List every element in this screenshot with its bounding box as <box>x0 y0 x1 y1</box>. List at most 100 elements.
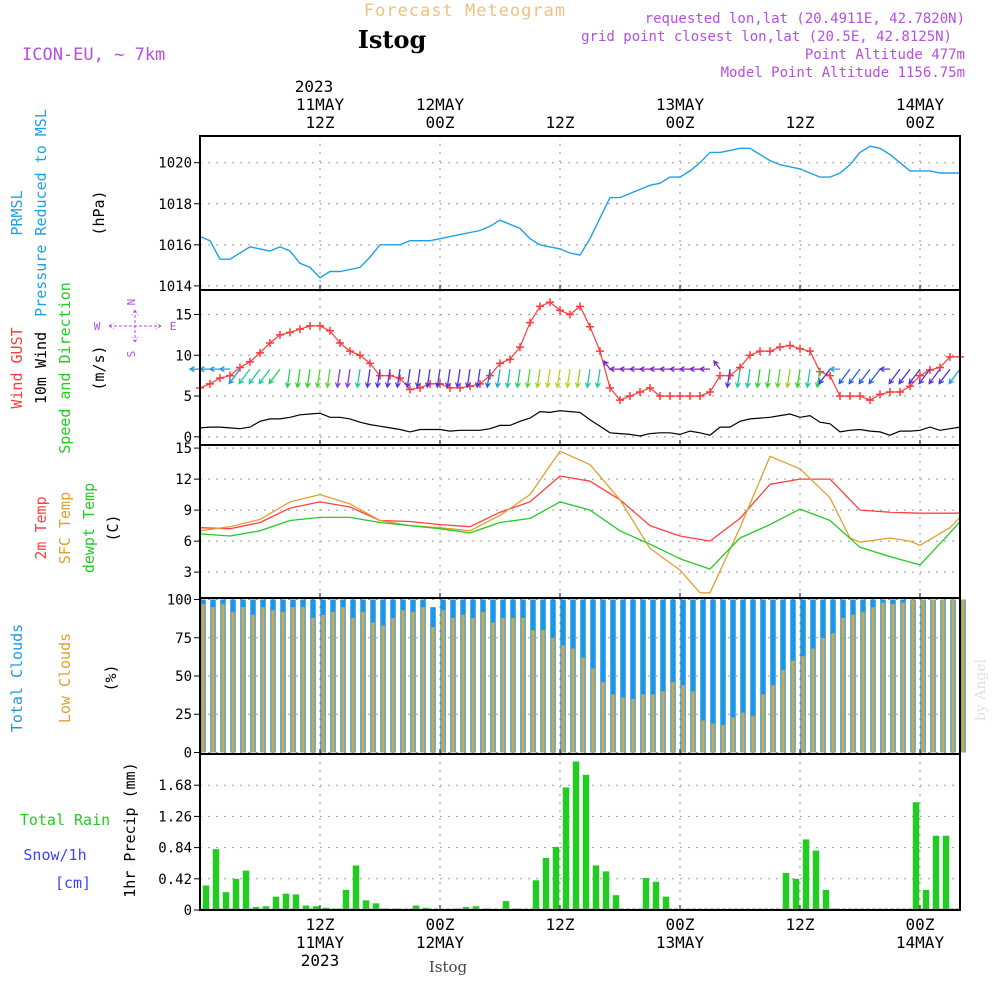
ylabel-pressure: Pressure Reduced to MSL <box>32 109 50 317</box>
top-date-label: 13MAY <box>656 95 705 114</box>
wind-direction-arrow <box>804 369 811 389</box>
rain-bar <box>652 881 660 910</box>
ytick-label: 15 <box>175 441 192 457</box>
ytick-label: 10 <box>175 348 192 364</box>
wind-direction-arrow <box>324 369 331 389</box>
gust-marker <box>586 322 594 331</box>
wind-direction-arrow <box>258 368 271 385</box>
low-cloud-bar <box>331 611 335 753</box>
gust-marker <box>756 347 764 356</box>
total-cloud-bar <box>620 599 626 753</box>
rain-bar <box>502 901 510 910</box>
rain-bar <box>262 906 270 910</box>
wind-direction-arrow <box>638 366 650 373</box>
low-cloud-bar <box>741 712 745 753</box>
low-cloud-bar <box>571 648 575 753</box>
wind-direction-arrow <box>354 369 361 389</box>
low-cloud-bar <box>611 694 615 753</box>
watermark: by Angel <box>973 658 989 721</box>
chart-layer: 1014101610181020051015369121502550751000… <box>8 77 966 970</box>
legend-snow-unit: [cm] <box>55 874 91 892</box>
wind-direction-arrow <box>858 368 871 385</box>
rain-bar <box>312 906 320 910</box>
rain-bar <box>242 870 250 910</box>
low-cloud-bar <box>471 617 475 753</box>
compass-rose-icon <box>108 309 162 343</box>
wind-direction-arrow <box>658 366 670 373</box>
rain-bar <box>292 894 300 910</box>
wind-direction-arrow <box>474 369 481 389</box>
top-hour-label: 00Z <box>666 113 695 132</box>
wind-direction-arrow <box>584 369 591 389</box>
gust-marker <box>326 326 334 335</box>
compass-s: S <box>125 351 138 358</box>
legend-snow: Snow/1h <box>23 846 86 864</box>
ytick-label: 0 <box>184 745 192 761</box>
wind-direction-arrow <box>918 368 931 385</box>
rain-bar <box>302 905 310 910</box>
low-cloud-bar <box>541 630 545 753</box>
total-cloud-bar <box>740 599 746 753</box>
ylabel-speed-direction: Speed and Direction <box>56 282 74 454</box>
ytick-label: 0.42 <box>158 872 192 888</box>
wind-direction-arrow <box>688 366 700 373</box>
wind-direction-arrow <box>374 369 381 389</box>
gust-marker <box>946 352 954 361</box>
low-cloud-bar <box>551 637 555 753</box>
rain-bar <box>942 835 950 910</box>
wind-direction-arrow <box>818 368 831 385</box>
low-cloud-bar <box>921 599 925 753</box>
low-cloud-bar <box>851 614 855 753</box>
low-cloud-bar <box>751 715 755 753</box>
low-cloud-bar <box>521 617 525 753</box>
low-cloud-bar <box>931 599 935 753</box>
bottom-hour-label: 12Z <box>306 915 335 934</box>
rain-bar <box>642 878 650 910</box>
wind-direction-arrow <box>304 369 311 389</box>
wind-direction-arrow <box>608 366 620 373</box>
ytick-label: 50 <box>175 669 192 685</box>
gust-marker <box>206 379 214 388</box>
ytick-label: 1016 <box>158 238 192 254</box>
wind-direction-arrow <box>424 369 431 389</box>
wind-direction-arrow <box>268 368 281 385</box>
legend-total-rain: Total Rain <box>20 811 110 829</box>
ylabel-10m-wind: 10m Wind <box>32 332 50 404</box>
gust-marker <box>876 390 884 399</box>
chart-subtitle: Forecast Meteogram <box>364 1 566 21</box>
wind-direction-arrow <box>764 369 771 389</box>
gust-marker <box>406 385 414 394</box>
ytick-label: 100 <box>167 593 192 609</box>
low-cloud-bar <box>771 685 775 753</box>
wind-direction-arrow <box>774 369 781 389</box>
ylabel-unit-pct: (%) <box>102 664 120 691</box>
rain-bar <box>812 850 820 910</box>
low-cloud-bar <box>211 607 215 753</box>
gust-marker <box>866 396 874 405</box>
total-cloud-bar <box>690 599 696 753</box>
low-cloud-bar <box>831 633 835 753</box>
ytick-label: 1.68 <box>158 778 192 794</box>
wind-direction-arrow <box>464 369 471 389</box>
wind-direction-arrow <box>648 366 660 373</box>
wind-direction-arrow <box>554 369 561 389</box>
temp-2m-line <box>199 475 960 542</box>
gust-marker <box>566 310 574 319</box>
rain-bar <box>612 895 620 910</box>
wind-direction-arrow <box>344 369 351 389</box>
low-cloud-bar <box>481 611 485 753</box>
wind-direction-arrow <box>838 368 851 385</box>
total-cloud-bar <box>720 599 726 753</box>
total-cloud-bar <box>700 599 706 753</box>
gust-marker <box>916 371 924 380</box>
ylabel-dewpt-temp: dewpt Temp <box>80 483 98 573</box>
ylabel-precip: 1hr Precip (mm) <box>121 762 139 897</box>
wind-direction-arrow <box>434 369 441 389</box>
gust-marker <box>846 392 854 401</box>
wind-direction-arrow <box>713 360 721 370</box>
bottom-date-label: 11MAY <box>296 933 345 952</box>
low-cloud-bar <box>301 607 305 753</box>
wind-direction-arrow <box>678 366 690 373</box>
low-cloud-bar <box>291 607 295 753</box>
low-cloud-bar <box>961 599 965 753</box>
